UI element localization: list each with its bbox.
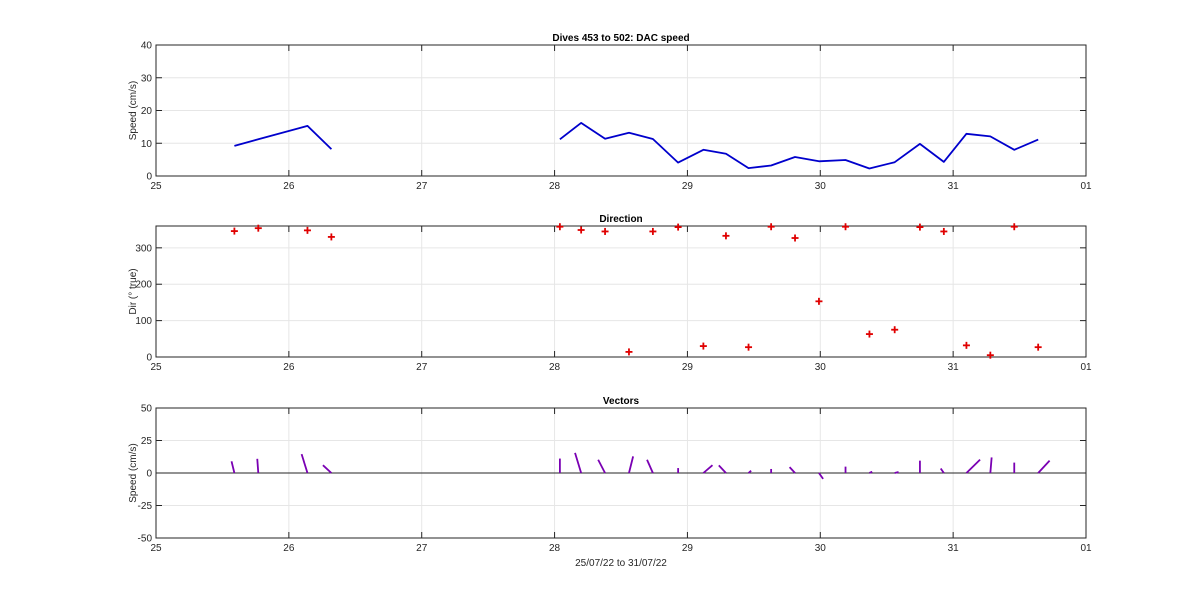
x-tick-label: 31 bbox=[948, 362, 960, 373]
direction-marker bbox=[745, 343, 753, 351]
direction-marker bbox=[1010, 223, 1018, 231]
velocity-vector bbox=[702, 464, 714, 474]
velocity-vector bbox=[300, 453, 309, 474]
direction-marker bbox=[940, 227, 948, 235]
velocity-vector bbox=[256, 458, 260, 474]
velocity-vector bbox=[718, 464, 727, 474]
direction-marker bbox=[556, 223, 564, 231]
x-tick-label: 25 bbox=[150, 543, 162, 554]
x-tick-label: 25 bbox=[150, 362, 162, 373]
y-axis-label: Speed (cm/s) bbox=[128, 443, 139, 502]
chart-title: Dives 453 to 502: DAC speed bbox=[552, 33, 689, 44]
chart-title: Direction bbox=[599, 214, 642, 225]
x-tick-label: 26 bbox=[283, 181, 295, 192]
x-tick-label: 29 bbox=[682, 362, 694, 373]
x-tick-label: 01 bbox=[1080, 543, 1092, 554]
y-tick-label: 50 bbox=[141, 404, 153, 415]
velocity-vector bbox=[965, 458, 981, 474]
direction-marker bbox=[1034, 343, 1042, 351]
direction-marker bbox=[625, 348, 633, 356]
velocity-vector bbox=[818, 472, 824, 480]
x-tick-label: 28 bbox=[549, 543, 561, 554]
direction-marker bbox=[674, 223, 682, 231]
panel-3: 25 26 27 28 29 30 31 01 -50 -25 0 25 50 Vectors Speed … bbox=[128, 396, 1092, 569]
velocity-vector bbox=[230, 461, 236, 474]
y-tick-label: 0 bbox=[146, 172, 152, 183]
y-tick-label: 0 bbox=[146, 469, 152, 480]
direction-marker bbox=[865, 330, 873, 338]
y-tick-label: 100 bbox=[135, 316, 152, 327]
x-tick-label: 28 bbox=[549, 362, 561, 373]
direction-marker bbox=[230, 227, 238, 235]
panel-2: 25 26 27 28 29 30 31 01 0 100 200 300 Direction Dir (… bbox=[128, 214, 1092, 373]
direction-marker bbox=[303, 226, 311, 234]
axes-frame bbox=[155, 407, 1087, 539]
direction-marker bbox=[254, 224, 262, 232]
x-tick-label: 27 bbox=[416, 362, 428, 373]
y-tick-label: 25 bbox=[141, 436, 153, 447]
x-tick-label: 26 bbox=[283, 543, 295, 554]
x-tick-label: 27 bbox=[416, 181, 428, 192]
velocity-vector bbox=[747, 469, 752, 474]
direction-marker bbox=[815, 297, 823, 305]
y-tick-label: 40 bbox=[141, 41, 153, 52]
velocity-vector bbox=[894, 471, 899, 474]
y-tick-label: 300 bbox=[135, 243, 152, 254]
x-tick-label: 30 bbox=[815, 362, 827, 373]
x-tick-label: 30 bbox=[815, 543, 827, 554]
x-tick-label: 28 bbox=[549, 181, 561, 192]
x-tick-label: 29 bbox=[682, 181, 694, 192]
velocity-vector bbox=[989, 457, 993, 474]
velocity-vector bbox=[939, 467, 945, 474]
x-tick-label: 25 bbox=[150, 181, 162, 192]
velocity-vector bbox=[574, 452, 583, 474]
y-tick-label: 20 bbox=[141, 106, 153, 117]
x-tick-label: 27 bbox=[416, 543, 428, 554]
velocity-vector bbox=[597, 459, 606, 474]
y-tick-label: 200 bbox=[135, 280, 152, 291]
axes-frame bbox=[155, 44, 1087, 177]
direction-marker bbox=[916, 223, 924, 231]
direction-marker bbox=[601, 227, 609, 235]
x-tick-label: 31 bbox=[948, 181, 960, 192]
direction-marker bbox=[649, 227, 657, 235]
velocity-vector bbox=[1037, 460, 1051, 474]
direction-marker bbox=[791, 234, 799, 242]
axes-frame bbox=[155, 225, 1087, 358]
direction-marker bbox=[722, 232, 730, 240]
velocity-vector bbox=[788, 466, 796, 474]
direction-marker bbox=[962, 341, 970, 349]
velocity-vector bbox=[869, 470, 873, 474]
y-tick-label: -50 bbox=[138, 534, 153, 545]
speed-series-line bbox=[559, 122, 1039, 170]
y-tick-label: 0 bbox=[146, 353, 152, 364]
x-tick-label: 30 bbox=[815, 181, 827, 192]
panel-1: 25 26 27 28 29 30 31 01 0 10 20 30 40 Dives 453 to 50… bbox=[128, 33, 1092, 192]
direction-marker bbox=[577, 226, 585, 234]
velocity-vector bbox=[628, 456, 635, 474]
direction-marker bbox=[986, 351, 994, 359]
direction-marker bbox=[891, 326, 899, 334]
direction-marker bbox=[767, 223, 775, 231]
y-tick-label: 30 bbox=[141, 73, 153, 84]
x-tick-label: 26 bbox=[283, 362, 295, 373]
y-axis-label: Speed (cm/s) bbox=[128, 81, 139, 140]
x-tick-label: 01 bbox=[1080, 181, 1092, 192]
y-tick-label: -25 bbox=[138, 501, 153, 512]
x-tick-label: 29 bbox=[682, 543, 694, 554]
direction-marker bbox=[699, 342, 707, 350]
chart-title: Vectors bbox=[603, 396, 640, 407]
x-tick-label: 31 bbox=[948, 543, 960, 554]
x-axis-label: 25/07/22 to 31/07/22 bbox=[575, 558, 667, 569]
y-tick-label: 10 bbox=[141, 139, 153, 150]
y-axis-label: Dir (° true) bbox=[128, 268, 139, 314]
velocity-vector bbox=[646, 459, 654, 474]
direction-marker bbox=[327, 233, 335, 241]
direction-marker bbox=[842, 223, 850, 231]
x-tick-label: 01 bbox=[1080, 362, 1092, 373]
velocity-vector bbox=[322, 464, 332, 474]
speed-series-line bbox=[234, 125, 333, 150]
